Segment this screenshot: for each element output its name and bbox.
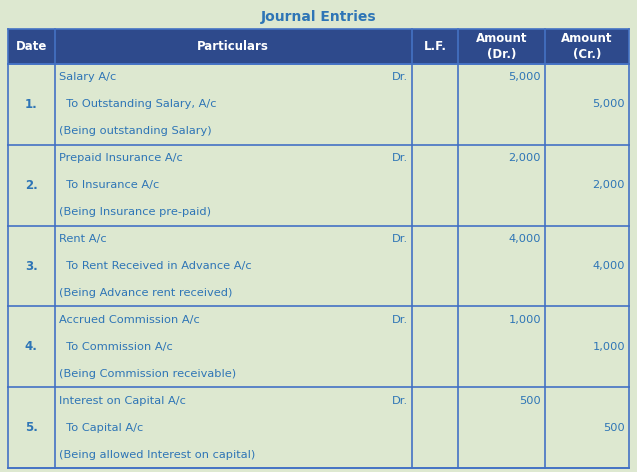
Text: 4,000: 4,000 [509,234,541,244]
Text: Amount
(Cr.): Amount (Cr.) [561,32,613,61]
Text: 4,000: 4,000 [592,261,625,271]
Text: Dr.: Dr. [392,73,408,83]
Text: 1.: 1. [25,98,38,111]
Text: Interest on Capital A/c: Interest on Capital A/c [59,396,185,405]
Bar [8,64,629,145]
Text: Dr.: Dr. [392,234,408,244]
Text: To Capital A/c: To Capital A/c [59,422,143,433]
Text: (Being Insurance pre-paid): (Being Insurance pre-paid) [59,207,211,217]
Bar [8,387,629,468]
Text: Dr.: Dr. [392,396,408,405]
Text: Journal Entries: Journal Entries [261,10,376,24]
Text: To Insurance A/c: To Insurance A/c [59,180,159,190]
Text: 5.: 5. [25,421,38,434]
Text: 5,000: 5,000 [592,100,625,110]
Text: (Being allowed Interest on capital): (Being allowed Interest on capital) [59,449,255,460]
Text: L.F.: L.F. [424,40,447,53]
Text: 500: 500 [519,396,541,405]
Bar [8,306,629,387]
Bar [8,226,629,306]
Text: 2,000: 2,000 [509,153,541,163]
Bar [8,145,629,226]
Text: 2.: 2. [25,179,38,192]
Text: To Rent Received in Advance A/c: To Rent Received in Advance A/c [59,261,251,271]
Text: To Outstanding Salary, A/c: To Outstanding Salary, A/c [59,100,216,110]
Text: 1,000: 1,000 [592,342,625,352]
Text: Rent A/c: Rent A/c [59,234,106,244]
Text: (Being Advance rent received): (Being Advance rent received) [59,288,232,298]
Text: 500: 500 [603,422,625,433]
Text: 4.: 4. [25,340,38,354]
Text: Particulars: Particulars [197,40,269,53]
Text: Dr.: Dr. [392,315,408,325]
Text: Prepaid Insurance A/c: Prepaid Insurance A/c [59,153,182,163]
Text: 2,000: 2,000 [592,180,625,190]
Text: 5,000: 5,000 [508,73,541,83]
Text: Date: Date [15,40,47,53]
Text: 1,000: 1,000 [508,315,541,325]
Text: (Being Commission receivable): (Being Commission receivable) [59,369,236,379]
Bar [8,29,629,64]
Text: To Commission A/c: To Commission A/c [59,342,173,352]
Text: 3.: 3. [25,260,38,272]
Text: Accrued Commission A/c: Accrued Commission A/c [59,315,199,325]
Text: (Being outstanding Salary): (Being outstanding Salary) [59,126,211,136]
Text: Salary A/c: Salary A/c [59,73,116,83]
Text: Amount
(Dr.): Amount (Dr.) [476,32,527,61]
Text: Dr.: Dr. [392,153,408,163]
